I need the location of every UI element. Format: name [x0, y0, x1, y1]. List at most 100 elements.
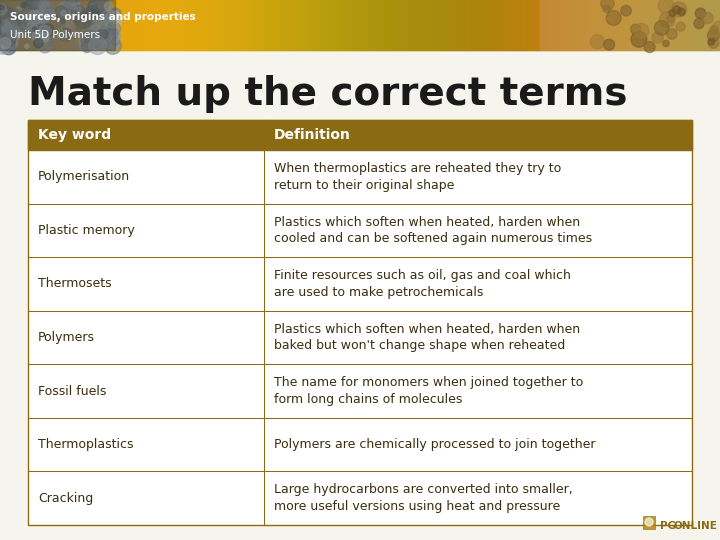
Bar	[28, 120, 692, 150]
Circle shape	[46, 7, 52, 13]
Circle shape	[603, 5, 611, 12]
Circle shape	[634, 23, 649, 38]
Circle shape	[99, 23, 114, 38]
Circle shape	[96, 16, 102, 22]
Circle shape	[0, 32, 8, 46]
Circle shape	[31, 24, 37, 30]
Circle shape	[89, 25, 103, 39]
Circle shape	[55, 21, 62, 27]
Circle shape	[694, 18, 704, 29]
Circle shape	[24, 2, 32, 10]
Circle shape	[76, 7, 81, 12]
Circle shape	[32, 27, 37, 31]
Text: Finite resources such as oil, gas and coal which
are used to make petrochemicals: Finite resources such as oil, gas and co…	[274, 269, 570, 299]
Circle shape	[109, 30, 120, 42]
Circle shape	[104, 27, 112, 36]
Circle shape	[104, 9, 114, 18]
Circle shape	[104, 21, 109, 26]
Text: Plastics which soften when heated, harden when
baked but won't change shape when: Plastics which soften when heated, harde…	[274, 323, 580, 352]
Bar	[28, 257, 692, 310]
Circle shape	[97, 29, 108, 39]
Circle shape	[0, 21, 6, 30]
Circle shape	[1, 33, 16, 47]
Circle shape	[93, 39, 101, 48]
Text: Polymers are chemically processed to join together: Polymers are chemically processed to joi…	[274, 438, 595, 451]
Circle shape	[24, 44, 29, 49]
Circle shape	[19, 14, 35, 29]
Circle shape	[84, 21, 99, 35]
Circle shape	[99, 29, 112, 43]
Circle shape	[713, 21, 720, 35]
Circle shape	[0, 4, 6, 15]
Circle shape	[0, 37, 11, 49]
Circle shape	[84, 35, 92, 43]
Circle shape	[30, 0, 43, 14]
Text: Polymerisation: Polymerisation	[38, 170, 130, 183]
Circle shape	[6, 43, 15, 52]
Circle shape	[81, 30, 99, 48]
Circle shape	[652, 32, 663, 43]
Circle shape	[0, 21, 12, 37]
Bar	[28, 150, 692, 204]
Circle shape	[107, 37, 119, 49]
Circle shape	[21, 3, 26, 8]
Circle shape	[28, 0, 40, 10]
Circle shape	[6, 38, 18, 49]
Circle shape	[0, 23, 12, 36]
Circle shape	[51, 35, 58, 42]
Circle shape	[606, 10, 621, 25]
Circle shape	[9, 9, 13, 14]
Circle shape	[88, 1, 97, 10]
Circle shape	[672, 6, 680, 14]
Circle shape	[30, 10, 45, 24]
Circle shape	[104, 37, 121, 55]
Text: Plastics which soften when heated, harden when
cooled and can be softened again : Plastics which soften when heated, harde…	[274, 215, 592, 245]
Circle shape	[708, 38, 719, 48]
Circle shape	[71, 4, 77, 9]
Text: Fossil fuels: Fossil fuels	[38, 384, 107, 397]
Circle shape	[645, 518, 653, 526]
Text: Definition: Definition	[274, 128, 351, 142]
Circle shape	[94, 0, 109, 11]
Circle shape	[8, 28, 21, 40]
Circle shape	[658, 0, 674, 14]
Circle shape	[37, 25, 50, 37]
Circle shape	[71, 45, 77, 51]
Text: Polymers: Polymers	[38, 331, 95, 344]
Circle shape	[603, 39, 615, 50]
Circle shape	[104, 11, 122, 29]
Circle shape	[74, 11, 91, 28]
Text: The name for monomers when joined together to
form long chains of molecules: The name for monomers when joined togeth…	[274, 376, 583, 406]
Circle shape	[88, 2, 104, 19]
Circle shape	[96, 15, 110, 29]
Circle shape	[99, 26, 108, 35]
Circle shape	[86, 5, 99, 18]
Text: Large hydrocarbons are converted into smaller,
more useful versions using heat a: Large hydrocarbons are converted into sm…	[274, 483, 572, 513]
Circle shape	[32, 0, 50, 16]
Circle shape	[99, 38, 109, 50]
Circle shape	[104, 2, 113, 10]
Circle shape	[667, 29, 677, 39]
Circle shape	[39, 6, 55, 22]
Circle shape	[57, 2, 74, 19]
Circle shape	[39, 4, 45, 10]
Circle shape	[64, 0, 75, 9]
Bar	[28, 418, 692, 471]
Circle shape	[76, 25, 81, 31]
Circle shape	[6, 9, 23, 26]
Circle shape	[77, 33, 84, 40]
Circle shape	[89, 37, 107, 55]
Text: Cracking: Cracking	[38, 492, 94, 505]
Bar	[0, 0, 115, 50]
Circle shape	[660, 12, 675, 28]
Circle shape	[17, 7, 21, 11]
Circle shape	[65, 0, 77, 10]
Text: Thermoplastics: Thermoplastics	[38, 438, 133, 451]
Circle shape	[12, 23, 17, 27]
Circle shape	[61, 10, 66, 16]
Bar	[28, 364, 692, 418]
Circle shape	[600, 0, 614, 10]
Circle shape	[105, 33, 118, 45]
Circle shape	[34, 38, 43, 48]
Circle shape	[40, 25, 50, 36]
